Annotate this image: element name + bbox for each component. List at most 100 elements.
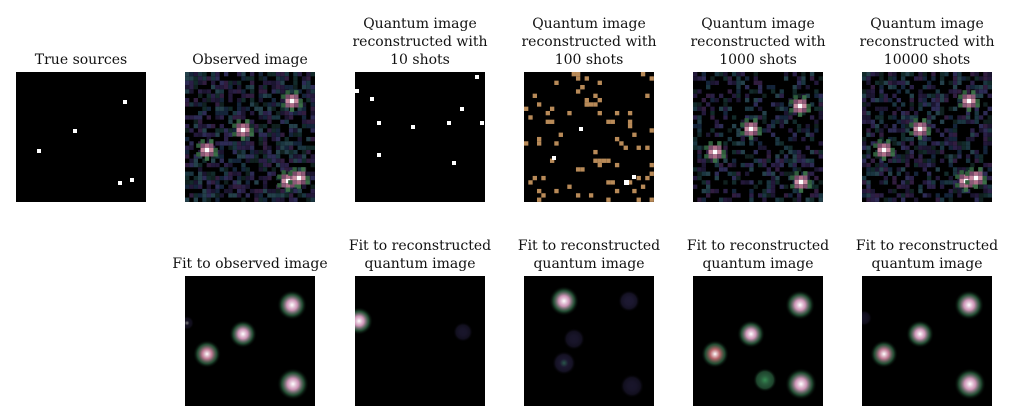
noise-pixel [693,141,698,146]
noise-pixel [957,145,962,150]
noise-pixel [766,188,771,194]
noise-pixel [809,136,815,142]
noise-pixel [809,72,815,77]
noise-pixel [770,188,776,194]
noise-pixel [262,89,268,94]
noise-pixel [232,115,237,120]
blob-pixel [289,98,295,104]
blob-pixel [789,99,794,104]
noise-pixel [293,149,298,155]
speck [541,193,546,198]
noise-pixel [228,162,233,168]
noise-pixel [210,180,216,185]
noise-pixel [310,154,315,159]
noise-pixel [952,184,958,189]
noise-pixel [757,89,763,94]
noise-pixel [293,132,298,137]
noise-pixel [957,193,962,198]
noise-pixel [913,76,919,81]
noise-pixel [805,158,810,163]
noise-pixel [258,110,263,116]
noise-pixel [731,80,737,85]
noise-pixel [310,119,315,124]
noise-pixel [783,184,789,189]
noise-pixel [866,145,871,150]
noise-pixel [718,106,724,111]
noise-pixel [788,110,793,116]
noise-pixel [301,154,307,159]
noise-pixel [862,180,867,185]
blob-pixel [797,103,803,109]
noise-pixel [931,123,936,129]
noise-pixel [249,72,255,77]
noise-pixel [952,80,958,85]
noise-pixel [866,93,871,98]
blob-pixel [232,132,237,137]
noise-pixel [280,106,285,111]
blob-pixel [753,131,758,136]
noise-pixel [288,110,294,116]
noise-pixel [245,106,250,111]
noise-pixel [697,119,702,124]
noise-pixel [909,136,914,142]
noise-pixel [275,141,281,146]
speck [524,141,529,146]
speck [640,184,646,189]
noise-pixel [931,180,936,185]
noise-pixel [284,119,289,124]
blob-pixel [236,132,241,137]
noise-pixel [957,141,962,146]
noise-pixel [215,175,220,181]
noise-pixel [723,197,728,202]
blob-pixel [209,143,214,148]
noise-pixel [952,145,958,150]
noise-pixel [766,193,771,198]
noise-pixel [701,97,706,103]
blob-pixel [978,180,983,185]
noise-pixel [731,123,737,129]
noise-pixel [983,171,988,176]
noise-pixel [723,158,728,163]
noise-pixel [310,162,315,168]
noise-pixel [805,175,810,181]
blob-pixel [803,171,808,176]
noise-pixel [892,175,897,181]
noise-pixel [874,106,880,111]
blob-pixel [209,152,214,157]
noise-pixel [961,167,966,172]
noise-pixel [262,84,268,90]
fit-blob [906,320,934,348]
noise-pixel [909,188,914,194]
noise-pixel [197,80,203,85]
noise-pixel [219,97,224,103]
panel-observed [185,72,315,202]
noise-pixel [736,141,741,146]
blob-pixel [292,175,297,181]
blob-pixel [959,174,964,179]
noise-pixel [948,180,953,185]
noise-pixel [210,162,216,168]
title-line: Fit to reconstructed [348,238,492,254]
noise-pixel [862,162,867,168]
noise-pixel [788,115,793,120]
noise-pixel [714,97,719,103]
speck [532,93,537,98]
noise-pixel [883,97,888,103]
speck [593,158,598,163]
noise-pixel [271,158,276,163]
noise-pixel [939,110,945,116]
speck [536,197,542,202]
panel-fit-q10000 [862,276,992,406]
blob-pixel [886,152,891,157]
noise-pixel [801,110,806,116]
noise-pixel [210,193,216,198]
speck [554,80,559,85]
noise-pixel [796,123,802,129]
noise-pixel [935,197,940,202]
blob-pixel [798,184,804,189]
noise-pixel [948,136,953,142]
noise-pixel [215,188,220,194]
title-line: Observed image [192,52,308,68]
noise-pixel [275,154,281,159]
noise-pixel [223,180,229,185]
